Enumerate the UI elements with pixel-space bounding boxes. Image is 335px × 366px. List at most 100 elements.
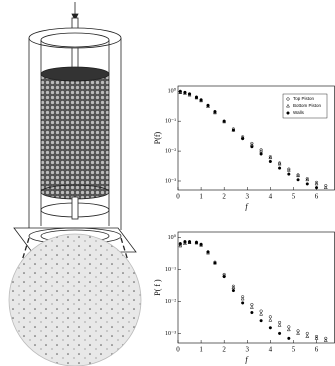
marker xyxy=(278,331,282,335)
legend-box xyxy=(282,93,328,119)
y-tick-label: 10⁰ xyxy=(168,88,177,95)
marker xyxy=(287,336,291,340)
legend-marker xyxy=(286,97,290,101)
marker xyxy=(178,243,183,248)
y-tick-label: 10⁰ xyxy=(168,234,177,241)
x-tick-label: 5 xyxy=(292,346,296,354)
marker xyxy=(240,296,245,301)
y-tick-label: 10⁻³ xyxy=(165,331,176,337)
marker xyxy=(231,128,235,132)
x-tick-label: 6 xyxy=(315,346,319,354)
x-tick-label: 4 xyxy=(269,346,273,354)
x-tick-label: 5 xyxy=(292,193,296,201)
marker xyxy=(241,301,245,305)
y-tick-label: 10⁻³ xyxy=(165,178,176,184)
marker xyxy=(286,168,291,172)
apparatus-diagram xyxy=(8,2,142,366)
legend-label: Top Piston xyxy=(293,96,315,101)
marker xyxy=(268,159,272,164)
marker xyxy=(206,250,210,254)
marker xyxy=(187,240,192,244)
marker xyxy=(314,181,319,186)
marker xyxy=(241,137,245,141)
marker xyxy=(250,145,254,149)
y-tick-label: 10⁻¹ xyxy=(165,267,176,273)
x-tick-label: 0 xyxy=(176,193,180,201)
marker xyxy=(268,155,272,159)
marker xyxy=(314,186,319,190)
marker xyxy=(305,177,310,182)
marker xyxy=(305,331,309,335)
marker xyxy=(314,336,319,340)
marker xyxy=(178,89,182,93)
marker xyxy=(268,318,273,322)
marker xyxy=(296,173,300,178)
marker xyxy=(296,173,300,177)
marker xyxy=(268,326,272,330)
marker xyxy=(259,309,263,313)
marker xyxy=(194,95,199,99)
marker xyxy=(278,161,282,165)
marker xyxy=(259,319,263,323)
marker xyxy=(287,167,291,171)
marker xyxy=(183,241,187,245)
legend-marker xyxy=(286,103,290,108)
y-axis-label: P( f ) xyxy=(153,279,162,296)
marker xyxy=(187,92,192,96)
marker xyxy=(323,185,328,189)
marker xyxy=(183,240,187,244)
marker xyxy=(268,155,273,160)
marker xyxy=(296,178,300,182)
marker xyxy=(199,98,203,102)
x-tick-label: 1 xyxy=(199,193,203,201)
marker xyxy=(305,177,309,181)
marker xyxy=(286,327,291,332)
x-tick-label: 1 xyxy=(199,346,203,354)
marker xyxy=(324,184,328,188)
marker xyxy=(213,109,217,114)
marker xyxy=(268,315,272,319)
x-tick-label: 3 xyxy=(246,346,250,354)
legend-label: Bottom Piston xyxy=(293,103,322,108)
legend-label: Walls xyxy=(293,110,305,115)
legend-marker xyxy=(286,111,290,115)
marker xyxy=(324,336,328,340)
marker xyxy=(222,275,226,279)
x-tick-label: 2 xyxy=(222,193,226,201)
x-tick-label: 0 xyxy=(176,346,180,354)
marker xyxy=(314,180,319,184)
y-tick-label: 10⁻¹ xyxy=(165,119,176,125)
y-tick-label: 10⁻² xyxy=(165,148,176,154)
marker xyxy=(206,103,210,107)
marker xyxy=(259,148,264,153)
marker xyxy=(231,288,235,293)
marker xyxy=(241,295,245,299)
marker xyxy=(305,182,309,186)
marker xyxy=(249,305,254,309)
marker xyxy=(250,310,254,315)
marker xyxy=(194,240,199,244)
marker xyxy=(296,331,300,335)
marker xyxy=(222,119,226,123)
marker xyxy=(259,152,263,156)
marker xyxy=(305,334,310,338)
marker xyxy=(183,90,187,94)
x-axis-label: f xyxy=(245,355,249,364)
marker xyxy=(277,161,282,166)
marker xyxy=(259,312,264,316)
marker xyxy=(277,323,282,327)
marker xyxy=(178,242,182,246)
marker xyxy=(287,172,291,176)
marker xyxy=(314,334,319,339)
marker xyxy=(199,242,203,246)
plot-frame xyxy=(177,231,335,344)
y-axis-label: P(f) xyxy=(153,131,162,144)
marker xyxy=(231,284,235,288)
marker xyxy=(323,338,328,342)
marker xyxy=(259,148,263,152)
marker xyxy=(213,261,217,265)
x-tick-label: 3 xyxy=(246,193,250,201)
x-tick-label: 6 xyxy=(315,193,319,201)
x-axis-label: f xyxy=(245,202,249,211)
